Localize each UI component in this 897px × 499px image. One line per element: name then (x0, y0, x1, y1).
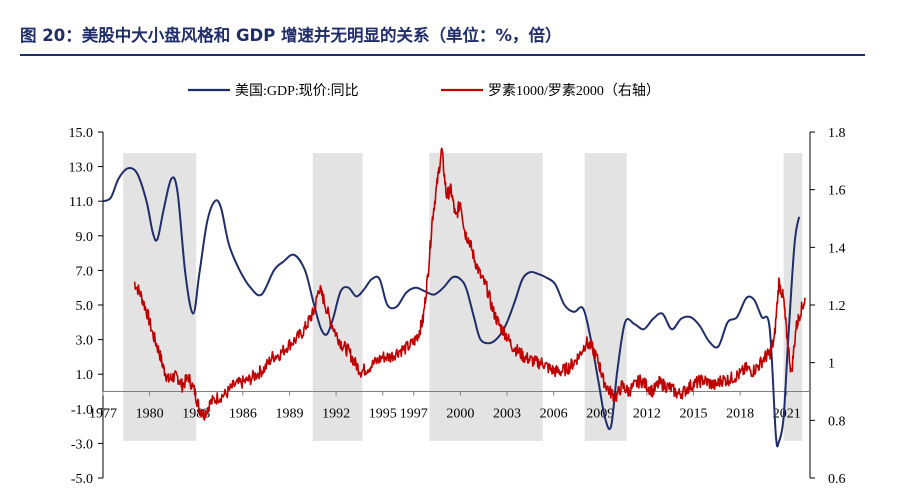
title-rule (20, 54, 865, 56)
x-tick-label: 1986 (229, 407, 257, 422)
x-tick-label: 1992 (322, 407, 350, 422)
x-tick-label: 2015 (679, 407, 707, 422)
right-tick-label: 1.4 (828, 241, 846, 256)
figure-title: 图 20：美股中大小盘风格和 GDP 增速并无明显的关系（单位：%，倍） (20, 26, 562, 45)
recession-band-0 (123, 153, 197, 441)
left-tick-label: 7.0 (76, 264, 94, 279)
legend-gdp-label: 美国:GDP:现价:同比 (235, 83, 359, 99)
recession-band-1 (312, 153, 363, 441)
x-tick-label: 1980 (136, 407, 164, 422)
left-tick-label: -1.0 (71, 403, 93, 418)
x-tick-label: 2006 (540, 407, 568, 422)
x-tick-label: 1997 (400, 407, 428, 422)
x-tick-label: 2003 (493, 407, 521, 422)
recession-band-4 (783, 153, 803, 441)
legend-ratio-label: 罗素1000/罗素2000（右轴） (488, 83, 660, 99)
left-tick-label: 13.0 (69, 161, 94, 176)
x-tick-label: 2009 (586, 407, 614, 422)
left-tick-label: 1.0 (76, 368, 94, 383)
recession-band-2 (429, 153, 543, 441)
series-lines (102, 147, 806, 448)
left-tick-label: -3.0 (71, 437, 93, 452)
x-tick-label: 1995 (369, 407, 397, 422)
right-tick-label: 0.6 (828, 472, 846, 487)
series-line-ratio (133, 147, 806, 421)
x-tick-label: 2021 (773, 407, 801, 422)
left-tick-label: -5.0 (71, 472, 93, 487)
x-tick-label: 1989 (275, 407, 303, 422)
left-tick-label: 5.0 (76, 299, 94, 314)
right-tick-label: 0.8 (828, 414, 846, 429)
recession-bands (123, 153, 803, 441)
left-tick-label: 3.0 (76, 334, 94, 349)
left-tick-label: 9.0 (76, 230, 94, 245)
series-line-gdp (102, 167, 801, 448)
right-tick-label: 1.6 (828, 184, 846, 199)
recession-band-3 (584, 153, 627, 441)
right-tick-label: 1.2 (828, 299, 846, 314)
axes: 15.0 13.0 11.0 9.0 7.0 5.0 3.0 1.0 -1.0 -3.0 -5.0 1… (69, 126, 846, 487)
left-tick-label: 11.0 (69, 195, 93, 210)
right-tick-label: 1 (828, 357, 835, 372)
left-tick-label: 15.0 (69, 126, 94, 141)
x-tick-label: 2018 (726, 407, 754, 422)
x-tick-label: 2012 (633, 407, 661, 422)
right-tick-label: 1.8 (828, 126, 846, 141)
x-tick-label: 1977 (89, 407, 117, 422)
legend: 美国:GDP:现价:同比 罗素1000/罗素2000（右轴） (188, 83, 660, 99)
x-tick-label: 2000 (446, 407, 474, 422)
